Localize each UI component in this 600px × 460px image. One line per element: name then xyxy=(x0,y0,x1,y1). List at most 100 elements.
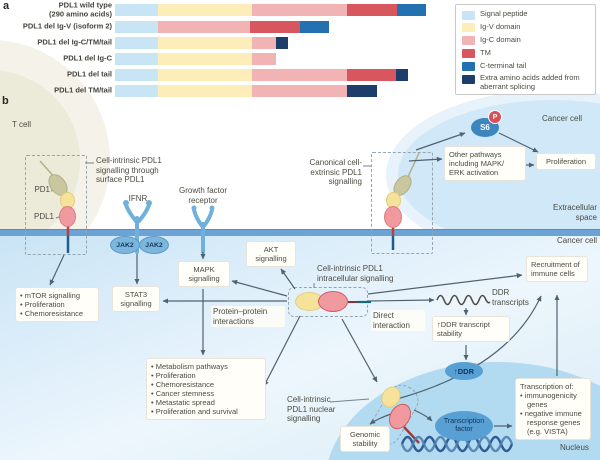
transcription-of-box: Transcription of: • immunogenicity genes… xyxy=(515,378,591,440)
text-line: • Cancer stemness xyxy=(151,389,215,398)
variant-label-line: PDL1 del Ig-C/TM/tail xyxy=(37,37,112,47)
text-line: • Metabolism pathways xyxy=(151,362,228,371)
nuclear-signalling-label: Cell-intrinsic PDL1 nuclear signalling xyxy=(287,395,336,423)
legend-label: TM xyxy=(480,47,491,57)
legend-label: Signal peptide xyxy=(480,9,528,18)
akt-box: AKT signalling xyxy=(246,241,296,267)
mtor-effects-box: • mTOR signalling • Proliferation • Chemor… xyxy=(15,287,99,322)
text-line: • negative immune response genes (e.g. V… xyxy=(520,409,582,436)
proliferation-box: Proliferation xyxy=(536,153,596,170)
variant-label-line: PDL1 del TM/tail xyxy=(54,85,112,95)
domain-segment-signal_peptide xyxy=(115,69,158,81)
pd1-label: PD1 xyxy=(34,185,50,194)
domain-segment-signal_peptide xyxy=(115,85,158,97)
cancer-cell-right-label: Cancer cell xyxy=(556,236,597,245)
protein-protein-label: Protein–protein interactions xyxy=(211,306,285,327)
domain-segment-igv xyxy=(158,69,252,81)
ifnr-label: IFNR xyxy=(128,194,148,203)
legend-label: C-terminal tail xyxy=(480,60,527,70)
legend-chip-igv xyxy=(462,23,475,33)
ddr-oval-label: ↑DDR xyxy=(454,366,474,376)
protein-variant-row: PDL1 del Ig-C xyxy=(0,53,600,65)
variant-label-line: PDL1 del tail xyxy=(66,69,112,79)
jak2-oval-right: JAK2 xyxy=(139,236,169,254)
legend-item-extra: Extra amino acids added from aberrant sp… xyxy=(462,74,589,91)
protein-variant-row: PDL1 del tail xyxy=(0,69,600,81)
variant-label-line: PDL1 wild type xyxy=(58,0,112,10)
recruitment-box: Recruitment of immune cells xyxy=(526,256,588,282)
text-line: • Proliferation and survival xyxy=(151,407,238,416)
domain-segment-igv xyxy=(158,4,252,16)
legend-item-c_tail: C-terminal tail xyxy=(462,60,589,72)
legend-item-igc: Ig-C domain xyxy=(462,35,589,46)
domain-segment-igv xyxy=(158,53,252,65)
panel-b-letter: b xyxy=(2,95,9,107)
jak2-label: JAK2 xyxy=(145,241,163,249)
text-line: • Proliferation xyxy=(20,300,65,309)
variant-label: PDL1 del tail xyxy=(66,69,112,80)
domain-segment-igc xyxy=(252,4,347,16)
domain-segment-igv xyxy=(158,37,252,49)
text-line: • Metastatic spread xyxy=(151,398,215,407)
legend-chip-signal_peptide xyxy=(462,10,475,20)
legend-chip-extra xyxy=(462,74,475,84)
text-line: • Chemoresistance xyxy=(151,380,215,389)
legend-label: Ig-V domain xyxy=(480,21,521,31)
metabolism-effects-box: • Metabolism pathways • Proliferation • Ch… xyxy=(146,358,266,420)
extracellular-space-label: Extracellular space xyxy=(552,203,597,222)
canonical-signalling-label: Canonical cell-extrinsic PDL1 signalling xyxy=(309,158,362,186)
variant-label-line: PDL1 del Ig-C xyxy=(63,53,112,63)
canonical-pdl1-dashed-box xyxy=(371,152,433,254)
domain-segment-tm xyxy=(347,4,397,16)
legend-item-igv: Ig-V domain xyxy=(462,21,589,33)
stat3-box: STAT3 signalling xyxy=(112,286,160,312)
legend-chip-c_tail xyxy=(462,62,475,72)
legend-label: Extra amino acids added from aberrant sp… xyxy=(480,73,580,92)
domain-segment-extra xyxy=(396,69,408,81)
transcription-factor-label: Transcription factor xyxy=(443,418,485,433)
text-line: • Proliferation xyxy=(151,371,196,380)
t-cell-label: T cell xyxy=(12,120,31,129)
s6-label: S6 xyxy=(480,123,490,132)
text-line: • immunogenicity genes xyxy=(520,391,577,409)
protein-variant-row: PDL1 del Ig-C/TM/tail xyxy=(0,37,600,49)
domain-segment-extra xyxy=(347,85,377,97)
domain-legend: Signal peptide Ig-V domain Ig-C domain TM C-… xyxy=(455,4,596,95)
protein-variant-row: PDL1 del TM/tail xyxy=(0,85,600,97)
phospho-label: P xyxy=(492,113,498,121)
domain-segment-c_tail xyxy=(300,21,329,33)
jak2-label: JAK2 xyxy=(116,241,134,249)
pdl1-label: PDL1 xyxy=(33,212,54,221)
domain-segment-signal_peptide xyxy=(115,37,158,49)
transcription-of-title: Transcription of: xyxy=(520,382,574,391)
direct-interaction-label: Direct interaction xyxy=(371,310,425,331)
domain-segment-igc xyxy=(158,21,250,33)
cancer-cell-top-label: Cancer cell xyxy=(542,114,583,123)
text-line: • mTOR signalling xyxy=(20,291,81,300)
pdl1-igc-oval-intracellular xyxy=(318,291,348,312)
variant-label-line: PDL1 del Ig-V (isoform 2) xyxy=(22,21,112,31)
ddr-transcripts-label: DDR transcripts xyxy=(492,288,529,307)
variant-label: PDL1 del Ig-V (isoform 2) xyxy=(22,21,112,32)
genomic-stability-box: Genomic stability xyxy=(340,426,390,452)
other-pathways-box: Other pathways including MAPK/ ERK activ… xyxy=(444,146,526,181)
legend-item-signal_peptide: Signal peptide xyxy=(462,9,589,20)
intracellular-signalling-label: Cell-intrinsic PDL1 intracellular signal… xyxy=(317,264,394,283)
domain-segment-igc xyxy=(252,85,347,97)
pdl1-igc-oval-canonical xyxy=(384,206,402,228)
growth-factor-receptor-label: Growth factor receptor xyxy=(178,186,227,205)
variant-label: PDL1 del TM/tail xyxy=(54,85,112,96)
ddr-oval: ↑DDR xyxy=(445,362,483,380)
domain-segment-tm xyxy=(250,21,300,33)
variant-label-line: (290 amino acids) xyxy=(49,9,112,18)
legend-chip-tm xyxy=(462,49,475,59)
domain-segment-signal_peptide xyxy=(115,4,158,16)
pdl1-igc-oval-surface xyxy=(59,206,76,227)
domain-segment-igc xyxy=(252,53,276,65)
jak2-oval-left: JAK2 xyxy=(110,236,140,254)
panel-a-letter: a xyxy=(3,0,10,12)
domain-segment-signal_peptide xyxy=(115,53,158,65)
plasma-membrane xyxy=(0,229,600,236)
legend-chip-igc xyxy=(462,36,475,46)
